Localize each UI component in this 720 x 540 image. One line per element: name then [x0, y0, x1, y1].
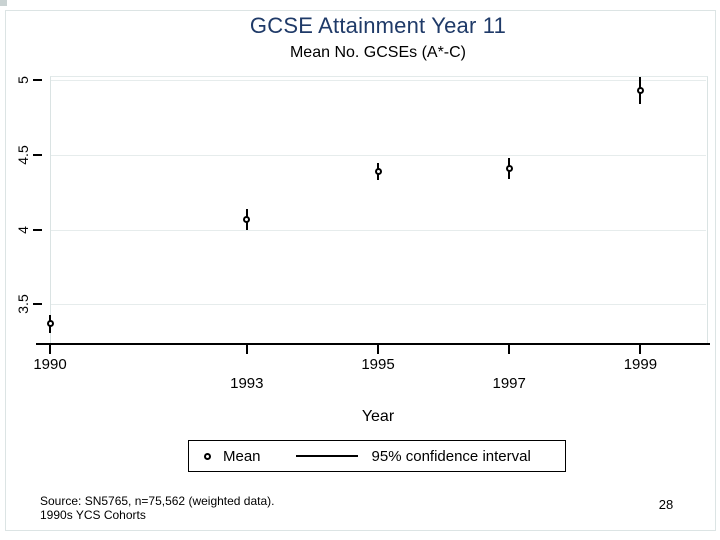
mean-marker-icon — [204, 452, 211, 460]
x-tick-label: 1993 — [230, 375, 264, 392]
ci-line-icon — [295, 455, 358, 457]
mean-marker — [505, 164, 513, 172]
mean-marker — [46, 320, 54, 328]
y-tick-label: 4 — [15, 225, 31, 234]
y-axis-tick — [33, 154, 42, 157]
y-gridline — [51, 155, 706, 157]
x-tick-label: 1997 — [492, 375, 526, 392]
legend-label-confidence-interval: 95% confidence interval — [371, 447, 531, 465]
corner-smudge — [0, 0, 7, 6]
plot-area — [50, 76, 708, 344]
x-tick-label: 1990 — [33, 356, 67, 373]
y-axis-tick — [33, 303, 42, 306]
page-number: 28 — [658, 497, 674, 512]
chart-title: GCSE Attainment Year 11 — [249, 13, 507, 38]
x-axis-tick — [639, 345, 642, 354]
x-axis-line — [36, 343, 710, 345]
y-gridline — [51, 80, 706, 82]
x-axis-tick — [49, 345, 51, 354]
mean-marker — [636, 87, 644, 95]
x-axis-title: Year — [361, 408, 395, 425]
y-axis-tick — [33, 79, 42, 82]
source-note-line1: Source: SN5765, n=75,562 (weighted data)… — [40, 494, 275, 508]
legend: Mean 95% confidence interval — [188, 440, 566, 472]
y-tick-label: 4.5 — [15, 145, 31, 165]
mean-marker — [243, 215, 251, 223]
y-tick-label: 5 — [15, 76, 31, 85]
y-tick-label: 3.5 — [15, 294, 31, 314]
mean-marker — [374, 167, 382, 175]
y-gridline — [51, 229, 706, 231]
chart-subtitle: Mean No. GCSEs (A*-C) — [289, 44, 467, 61]
y-axis-tick — [33, 228, 42, 231]
x-axis-tick — [377, 345, 379, 354]
x-tick-label: 1999 — [623, 356, 658, 373]
y-gridline — [51, 304, 706, 306]
x-axis-tick — [245, 345, 248, 354]
x-tick-label: 1995 — [361, 356, 395, 373]
legend-label-mean: Mean — [223, 447, 261, 465]
x-axis-tick — [508, 345, 511, 354]
source-note-line2: 1990s YCS Cohorts — [40, 508, 146, 522]
source-note: Source: SN5765, n=75,562 (weighted data)… — [40, 494, 275, 522]
